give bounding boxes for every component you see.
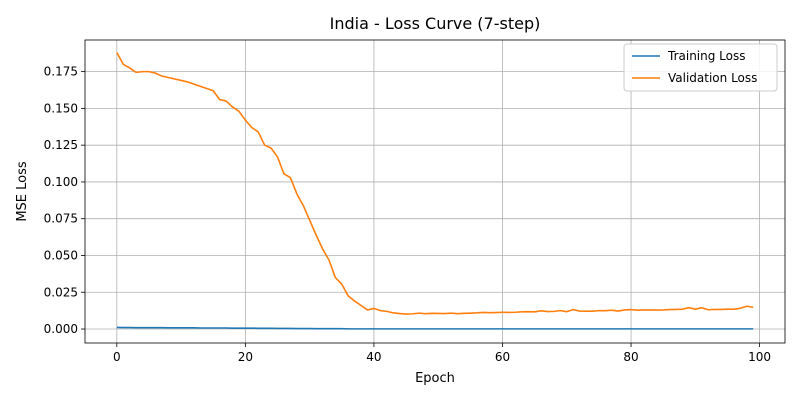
x-tick-label: 100 — [748, 350, 771, 364]
y-axis-label: MSE Loss — [15, 161, 30, 222]
x-tick-label: 20 — [238, 350, 253, 364]
y-tick-label: 0.175 — [44, 65, 78, 79]
legend-box — [623, 43, 778, 92]
y-tick-label: 0.125 — [44, 138, 78, 152]
x-tick-label: 60 — [495, 350, 510, 364]
legend-label-training-loss: Training Loss — [667, 49, 745, 63]
y-tick-label: 0.000 — [44, 322, 78, 336]
training-loss-line — [116, 326, 754, 330]
x-tick-label: 0 — [113, 350, 121, 364]
x-tick-label: 80 — [623, 350, 638, 364]
axes-frame — [84, 39, 786, 344]
validation-loss-line — [116, 52, 754, 315]
y-tick-label: 0.050 — [44, 248, 78, 262]
y-tick-label: 0.150 — [44, 101, 78, 115]
legend: Training Loss Validation Loss — [623, 43, 778, 92]
y-tick-label: 0.075 — [44, 212, 78, 226]
y-tick-label: 0.025 — [44, 285, 78, 299]
axis-ticks: 0 20 40 60 80 100 0.000 0.025 0.050 0.075 0.100 0.1… — [44, 65, 771, 364]
x-axis-label: Epoch — [415, 371, 455, 386]
legend-label-validation-loss: Validation Loss — [668, 71, 757, 85]
x-tick-label: 40 — [366, 350, 381, 364]
chart-title: India - Loss Curve (7-step) — [330, 14, 541, 33]
series-lines — [116, 52, 754, 330]
y-tick-label: 0.100 — [44, 175, 78, 189]
